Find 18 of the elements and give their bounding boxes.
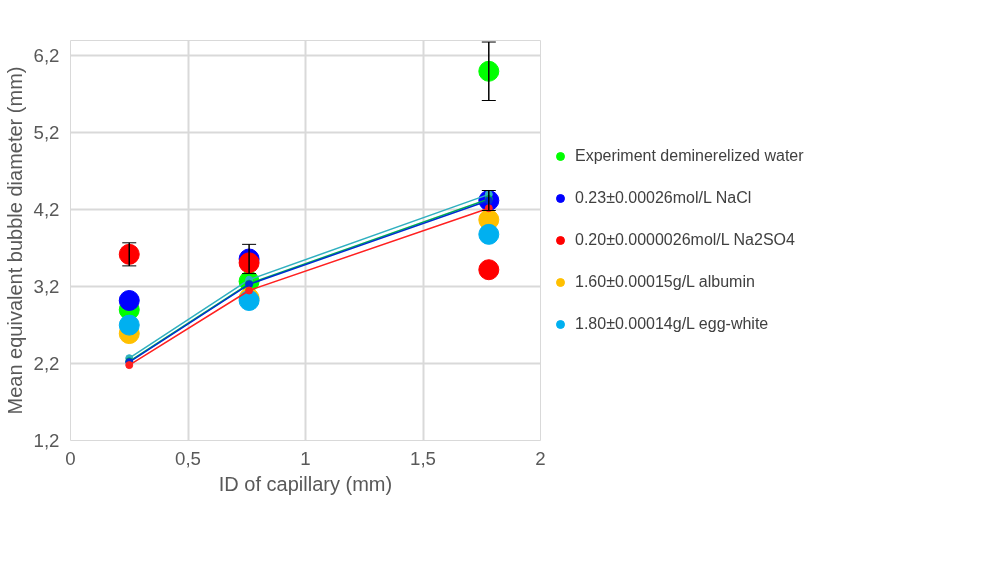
x-tick-label: 2 xyxy=(535,447,546,469)
y-tick-label: 6,2 xyxy=(33,45,60,67)
x-tick-label: 0 xyxy=(65,447,76,469)
y-tick-label: 1,2 xyxy=(33,430,60,451)
legend-label: 1.80±0.00014g/L egg-white xyxy=(575,315,769,333)
legend-label: Experiment deminerelized water xyxy=(575,147,804,165)
x-tick-label: 1,5 xyxy=(410,447,436,469)
y-tick-label: 3,2 xyxy=(33,276,60,298)
x-axis-title: ID of capillary (mm) xyxy=(218,472,393,495)
x-tick-label: 1 xyxy=(300,447,311,469)
y-tick-label: 5,2 xyxy=(33,122,60,144)
y-axis-title: Mean equivalent bubble diameter (mm) xyxy=(3,66,26,415)
legend-label: 0.23±0.00026mol/L NaCl xyxy=(575,189,752,207)
legend-label: 1.60±0.00015g/L albumin xyxy=(575,273,755,291)
x-tick-label: 0,5 xyxy=(175,447,201,469)
y-tick-label: 2,2 xyxy=(33,353,60,375)
legend-label: 0.20±0.0000026mol/L Na2SO4 xyxy=(575,231,795,249)
y-tick-label: 4,2 xyxy=(33,199,60,221)
